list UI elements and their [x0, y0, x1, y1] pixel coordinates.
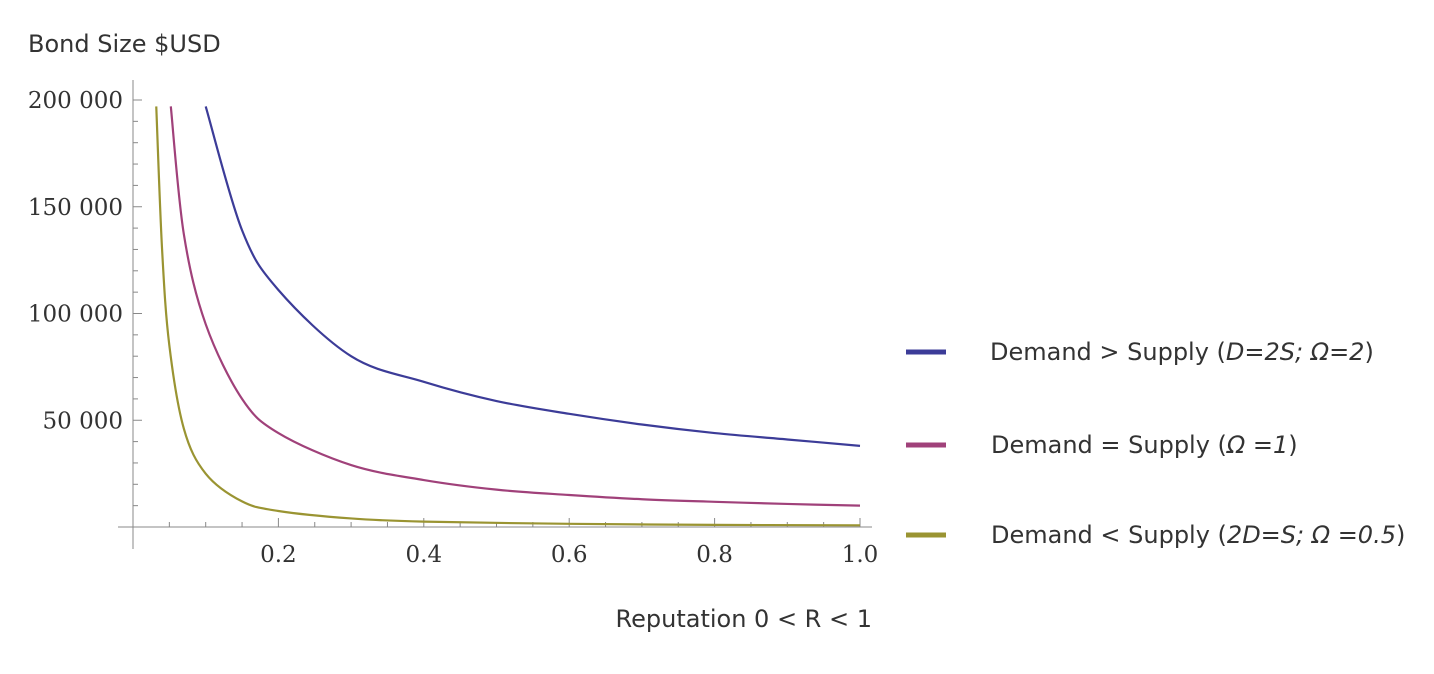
- y-tick-label: 50 000: [43, 408, 123, 434]
- x-tick-label: 0.6: [551, 542, 588, 568]
- x-axis-title: Reputation 0 < R < 1: [616, 605, 872, 633]
- x-tick-label: 0.4: [406, 542, 443, 568]
- axes: [118, 80, 872, 549]
- y-axis-title: Bond Size $USD: [28, 30, 221, 58]
- y-tick-label: 150 000: [28, 195, 123, 221]
- series-line-1: [204, 106, 861, 447]
- legend-label-1: Demand > Supply (D=2S; Ω=2): [990, 338, 1374, 366]
- series-line-2: [169, 106, 861, 507]
- ticks: 0.2 0.4 0.6 0.8 1.0 50 000 100 000 150 000 200 0…: [28, 88, 878, 568]
- series-line-3: [155, 106, 861, 527]
- legend-label-2: Demand = Supply (Ω =1): [991, 431, 1298, 459]
- x-tick-label: 0.8: [696, 542, 733, 568]
- y-tick-label: 100 000: [28, 302, 123, 328]
- y-tick-label: 200 000: [28, 88, 123, 114]
- legend: Demand > Supply (D=2S; Ω=2) Demand = Supp…: [906, 338, 1405, 549]
- x-tick-label: 0.2: [260, 542, 297, 568]
- series-lines: [155, 106, 861, 527]
- legend-label-3: Demand < Supply (2D=S; Ω =0.5): [991, 521, 1405, 549]
- x-tick-label: 1.0: [842, 542, 879, 568]
